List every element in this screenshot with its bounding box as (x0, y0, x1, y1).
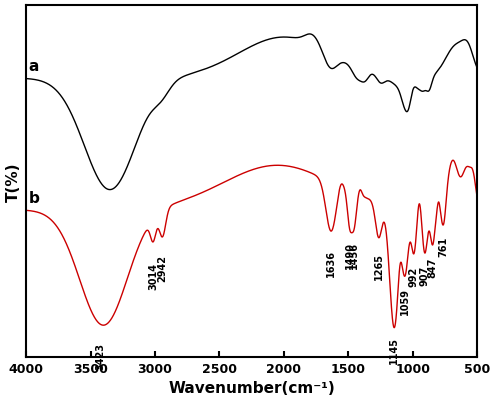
Text: a: a (29, 59, 39, 74)
Text: 907: 907 (420, 265, 430, 286)
Text: 1456: 1456 (349, 241, 359, 268)
Text: 2942: 2942 (158, 255, 168, 282)
Text: 1145: 1145 (389, 336, 399, 364)
Text: b: b (29, 190, 40, 205)
Text: 992: 992 (409, 266, 419, 286)
Text: 1265: 1265 (373, 253, 384, 279)
Y-axis label: T(%): T(%) (5, 162, 20, 201)
Text: 3423: 3423 (96, 342, 106, 369)
Text: 1059: 1059 (400, 288, 410, 314)
Text: 847: 847 (428, 257, 437, 277)
Text: 1636: 1636 (326, 249, 336, 276)
Text: 1490: 1490 (345, 241, 355, 269)
X-axis label: Wavenumber(cm⁻¹): Wavenumber(cm⁻¹) (168, 381, 335, 395)
Text: 761: 761 (438, 236, 449, 256)
Text: 3014: 3014 (148, 263, 158, 290)
